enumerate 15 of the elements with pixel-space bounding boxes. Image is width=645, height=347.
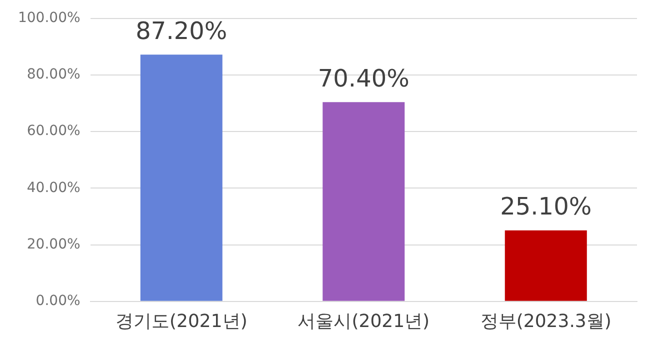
y-tick-label: 60.00%: [26, 123, 80, 140]
bar: [140, 54, 222, 301]
y-tick-label: 0.00%: [36, 293, 80, 310]
x-tick-label: 정부(2023.3월): [480, 310, 612, 332]
data-label: 25.10%: [500, 192, 592, 221]
data-label: 70.40%: [318, 64, 410, 92]
y-tick-label: 40.00%: [26, 180, 80, 196]
bar: [322, 102, 405, 301]
x-tick-label: 경기도(2021년): [115, 310, 248, 332]
y-tick-label: 80.00%: [26, 66, 80, 83]
data-label: 87.20%: [136, 16, 228, 45]
y-tick-label: 100.00%: [18, 10, 80, 26]
bar: [504, 230, 587, 301]
y-tick-label: 20.00%: [26, 236, 80, 252]
x-tick-label: 서울시(2021년): [298, 310, 430, 332]
